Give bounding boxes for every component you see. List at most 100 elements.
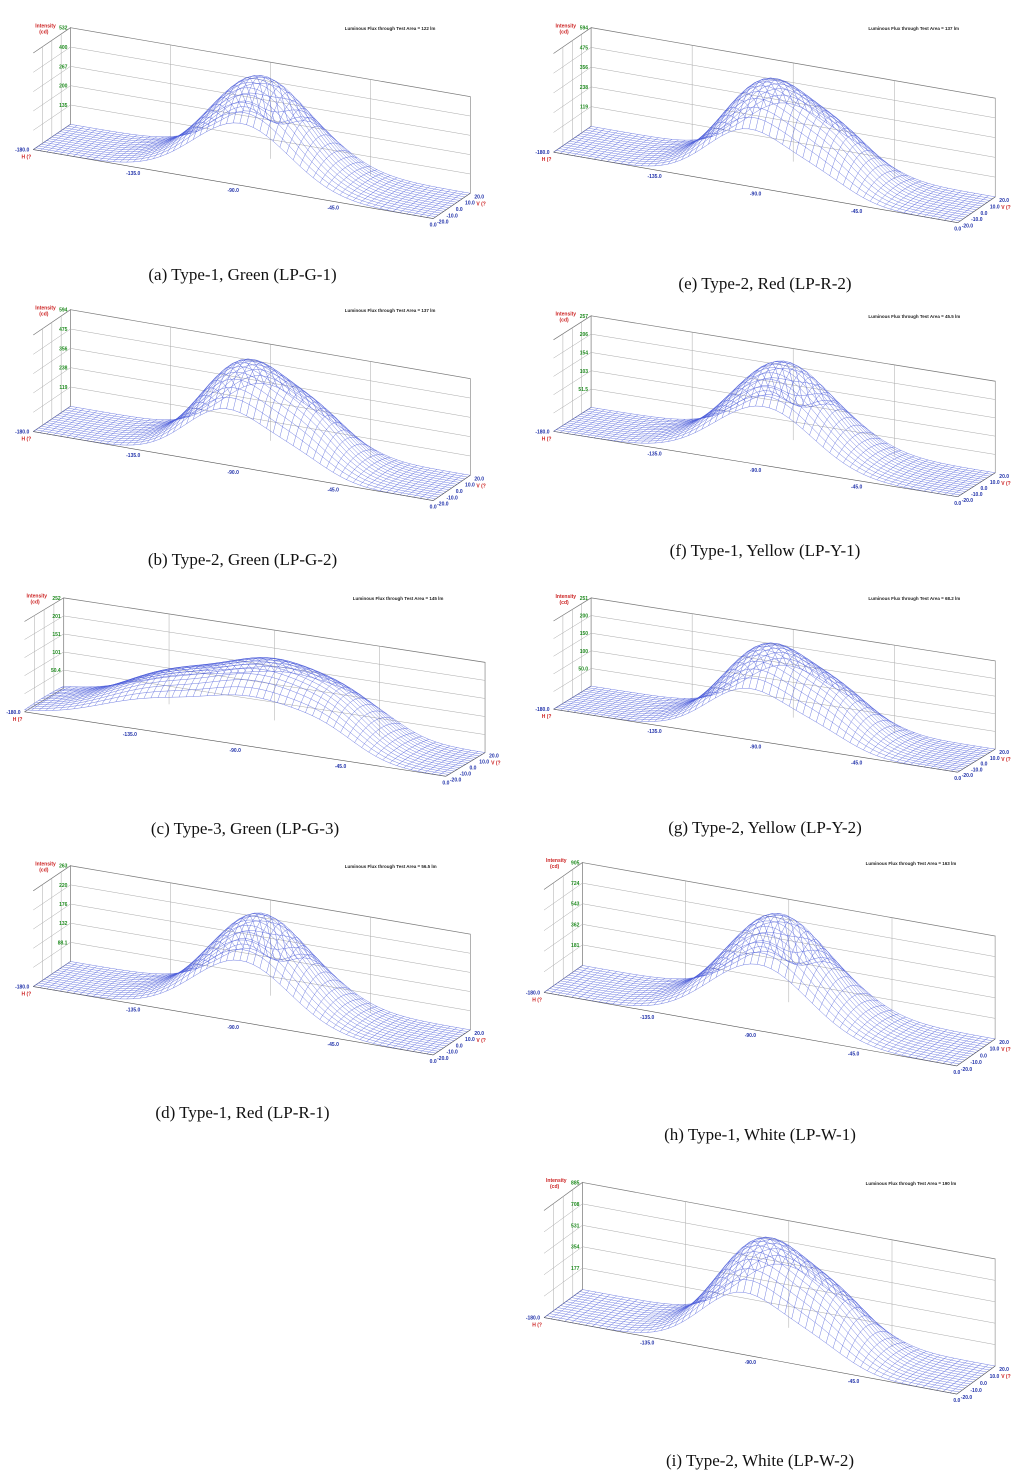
mesh-line-h [587,691,625,715]
mesh-line-h [192,941,231,977]
mesh-line-h [566,128,605,155]
mesh-line-h [910,741,949,765]
z-axis-label: Intensity [556,23,577,29]
mesh-line-h [607,694,646,718]
mesh-line-h [93,133,131,160]
v-axis-line [432,475,471,501]
mesh-line-h [119,973,158,1000]
z-tick-label: 181 [571,943,580,949]
mesh-line-h [627,138,666,165]
mesh-line-h [620,696,659,720]
v-axis-line [957,472,996,498]
mesh-line-h [393,185,431,212]
mesh-line-h [923,743,962,768]
mesh-line-h [252,80,291,128]
h-axis-line [543,1317,957,1395]
mesh-line-h [695,1277,734,1314]
mesh-line-v [52,658,474,760]
mesh-line-h [647,698,686,722]
mesh-line-h [419,472,458,499]
mesh-line-h [206,928,244,969]
mesh-line-h [937,193,976,220]
mesh-line-h [795,667,834,711]
mesh-line-h [714,662,753,699]
mesh-line-v [38,387,439,498]
mesh-line-h [122,673,163,701]
mesh-line-v [553,688,958,773]
mesh-line-v [556,116,961,222]
mesh-line-h [654,698,693,722]
mesh-line-h [220,658,261,696]
mesh-line-v [44,658,466,765]
mesh-line-h [846,1323,886,1359]
mesh-line-v [568,1237,982,1377]
back-walls [543,861,996,1039]
mesh-line-h [755,643,794,690]
z-axis-unit: (cd) [550,1184,560,1190]
h-tick-label: -180.0 [15,148,29,154]
mesh-line-h [798,948,838,990]
mesh-line-h [413,189,451,216]
mesh-line-h [59,965,98,992]
mesh-line-v [591,394,996,473]
mesh-line-h [79,414,118,440]
v-tick-label: -10.0 [446,213,458,219]
mesh-line-h [39,962,78,988]
panel-b: Intensity (cd) 594 475 356 238 119 -180.0 H (? -1… [10,305,486,574]
z-gridline [553,370,996,437]
mesh-line-h [361,723,401,748]
mesh-line-h [199,373,238,416]
mesh-line-h [199,661,240,697]
mesh-line-h [661,697,699,722]
mesh-line-h [743,1236,783,1293]
h-tick-label: -180.0 [15,985,29,991]
mesh-line-h [399,187,438,213]
mesh-line-v [563,1237,977,1381]
mesh-line-h [825,1298,865,1344]
mesh-line-h [126,419,164,446]
mesh-line-h [560,408,598,433]
mesh-line-v [549,1268,963,1391]
v-tick-label: 10.0 [465,1037,475,1043]
mesh-line-h [867,1016,906,1045]
mesh-line-h [722,1246,762,1297]
mesh-line-h [936,1034,975,1063]
mesh-line-h [942,1363,982,1392]
h-tick-label: 0.0 [430,1059,437,1065]
mesh-line-h [171,664,212,698]
front-axes [543,1317,996,1395]
mesh-line-h [399,469,438,495]
z-gridline [33,367,471,437]
mesh-line-h [654,418,693,444]
v-tick-label: -10.0 [971,492,983,498]
mesh-line-h [101,679,142,705]
mesh-line-h [789,662,828,707]
mesh-line-h [153,970,191,996]
mesh-line-h [410,745,451,770]
mesh-line-h [566,688,605,712]
front-axes [553,431,996,498]
mesh-line-h [66,685,106,710]
v-tick-label: -20.0 [437,220,449,226]
mesh-line-h [896,184,935,212]
v-tick-label: 10.0 [990,1047,1000,1053]
mesh-line-h [839,999,879,1028]
mesh-line-h [593,692,632,716]
mesh-line-h [942,1036,982,1064]
mesh-line-h [647,139,686,167]
h-tick-label: -135.0 [647,452,661,458]
z-axis-unit: (cd) [560,29,570,35]
mesh-line-h [770,1249,810,1305]
h-axis-label: H (? [532,997,542,1003]
mesh-line-v [62,364,463,481]
surface-mesh [553,77,996,223]
mesh-line-h [106,418,144,444]
mesh-line-h [106,972,144,999]
mesh-line-h [212,362,251,410]
panel-a: Intensity (cd) 532 400 267 200 135 -180.0 H (? -1… [10,23,486,292]
mesh-line-h [634,418,673,443]
mesh-line-h [246,76,284,125]
mesh-line-h [600,693,639,717]
h-tick-label: -180.0 [535,707,549,713]
z-axis-label: Intensity [35,305,56,311]
